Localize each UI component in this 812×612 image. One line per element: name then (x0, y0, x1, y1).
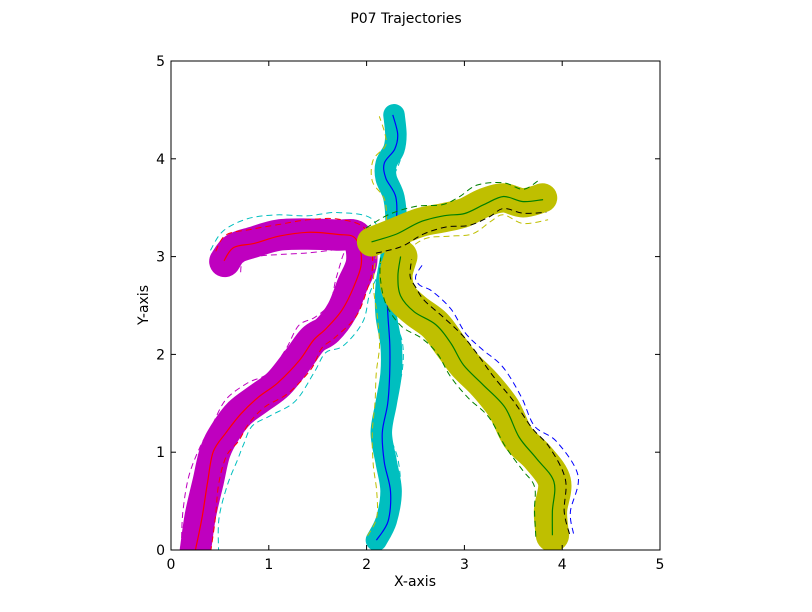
band-2 (379, 239, 572, 550)
dashed-trajectory-3-0 (375, 207, 547, 254)
dashed-trajectory-0-0 (210, 217, 374, 550)
dashed-trajectory-0-2 (209, 211, 382, 550)
dashed-trajectory-3-2 (379, 214, 549, 264)
band-3 (356, 183, 558, 257)
y-tick-label-4: 4 (156, 152, 165, 168)
x-tick-label-2: 2 (362, 557, 371, 573)
x-tick-label-4: 4 (558, 557, 567, 573)
y-tick-label-3: 3 (156, 250, 165, 266)
x-axis-label: X-axis (394, 574, 436, 590)
chart-title: P07 Trajectories (350, 11, 461, 27)
x-tick-label-1: 1 (264, 557, 273, 573)
y-tick-label-5: 5 (156, 54, 165, 70)
dashed-trajectory-3-1 (365, 180, 539, 229)
dashed-trajectory-2-1 (379, 251, 537, 537)
y-axis-label: Y-axis (136, 285, 152, 326)
dashed-trajectory-2-2 (415, 262, 579, 534)
band-0 (179, 218, 378, 550)
mean-trajectory-2 (397, 256, 556, 536)
y-tick-label-0: 0 (156, 543, 165, 559)
x-tick-label-0: 0 (167, 557, 176, 573)
x-tick-label-3: 3 (460, 557, 469, 573)
dashed-trajectory-1-1 (367, 116, 388, 537)
x-tick-label-5: 5 (656, 557, 665, 573)
plot-area (179, 104, 579, 550)
y-tick-label-2: 2 (156, 347, 165, 363)
axis-ticks: 0 1 2 3 4 5 0 1 2 3 4 5 (156, 54, 664, 573)
dashed-trajectory-0-1 (180, 247, 346, 549)
mean-trajectory-0 (194, 231, 363, 550)
plot-frame (170, 60, 661, 551)
mean-trajectory-3 (371, 195, 544, 243)
y-tick-label-1: 1 (156, 445, 165, 461)
